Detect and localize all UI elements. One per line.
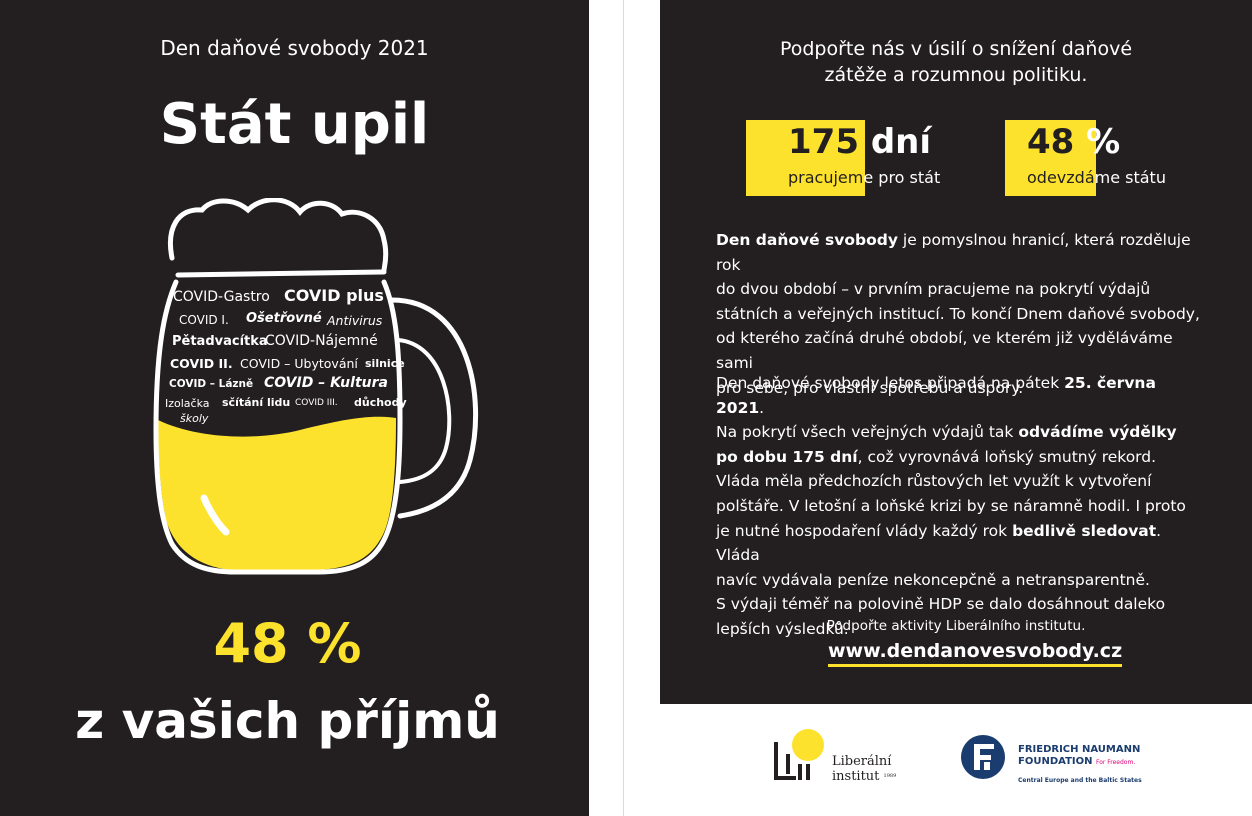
- mug-body-outline: [153, 279, 403, 575]
- cloud-word: školy: [180, 412, 209, 425]
- cloud-word: COVID-Gastro: [173, 289, 270, 305]
- support-line: Podpořte nás v úsilí o snížení daňové: [779, 38, 1133, 60]
- stat-number-value: 175: [788, 122, 859, 162]
- cloud-word: silnice: [365, 357, 405, 370]
- stat-number: 48 %: [1027, 122, 1120, 162]
- mug-handle: [389, 297, 479, 519]
- stat-highlight: [746, 120, 865, 196]
- cloud-word: COVID III.: [295, 398, 338, 408]
- stat-number-value: 48: [1027, 122, 1075, 162]
- beer-fill: [158, 416, 396, 570]
- sun-icon: [792, 729, 824, 761]
- cloud-word: COVID-Nájemné: [265, 333, 378, 349]
- detail-paragraph: Den daňové svobody letos připadá na páte…: [716, 374, 1186, 638]
- cloud-word: COVID – Kultura: [264, 375, 388, 391]
- headline: Stát upil: [159, 92, 430, 157]
- support-line: zátěže a rozumnou politiku.: [824, 64, 1088, 86]
- liberalni-institut-wordmark: Liberální institut 1989: [832, 754, 897, 784]
- stat-number-unit: dní: [870, 122, 932, 162]
- big-subline: z vašich příjmů: [75, 692, 500, 750]
- intro-paragraph: Den daňové svobody je pomyslnou hranicí,…: [716, 231, 1200, 397]
- stat-caption: odevzdáme státu: [1027, 168, 1166, 187]
- cloud-word: sčítání lidu: [222, 396, 291, 409]
- friedrich-naumann-wordmark: FRIEDRICH NAUMANN FOUNDATION For Freedom…: [1018, 744, 1142, 784]
- cloud-word: COVID – Lázně: [169, 378, 254, 390]
- big-percent: 48 %: [213, 612, 362, 675]
- fold-divider: [623, 0, 624, 816]
- friedrich-naumann-logo: [961, 735, 1005, 779]
- stat-number: 175 dní: [788, 122, 931, 162]
- stat-highlight: [1005, 120, 1096, 196]
- cloud-word: Antivirus: [327, 313, 383, 328]
- footer-note: Podpořte aktivity Liberálního institutu.: [826, 618, 1086, 634]
- cloud-word: COVID plus: [284, 286, 384, 305]
- cloud-word: důchody: [354, 396, 407, 409]
- support-heading: Podpořte nás v úsilí o snížení daňové zá…: [660, 36, 1252, 88]
- cloud-word: Ošetřovné: [246, 311, 322, 326]
- foam-outline: [168, 198, 389, 273]
- cloud-word: COVID II.: [170, 356, 233, 371]
- beer-mug-illustration: [153, 198, 479, 575]
- cloud-word: Izolačka: [165, 397, 210, 410]
- left-panel: Den daňové svobody 2021 Stát upil COVID-…: [0, 0, 589, 816]
- website-link[interactable]: www.dendanovesvobody.cz: [828, 640, 1123, 667]
- stat-caption: pracujeme pro stát: [788, 168, 941, 187]
- stat-number-unit: %: [1086, 122, 1121, 162]
- glass-highlight: [200, 494, 230, 536]
- right-panel: Podpořte nás v úsilí o snížení daňové zá…: [660, 0, 1252, 704]
- cloud-word: Pětadvacítka: [172, 334, 268, 349]
- cloud-word: COVID – Ubytování: [240, 356, 358, 371]
- cloud-word: COVID I.: [179, 313, 229, 327]
- liberalni-institut-logo: [774, 729, 824, 780]
- event-title: Den daňové svobody 2021: [160, 36, 429, 60]
